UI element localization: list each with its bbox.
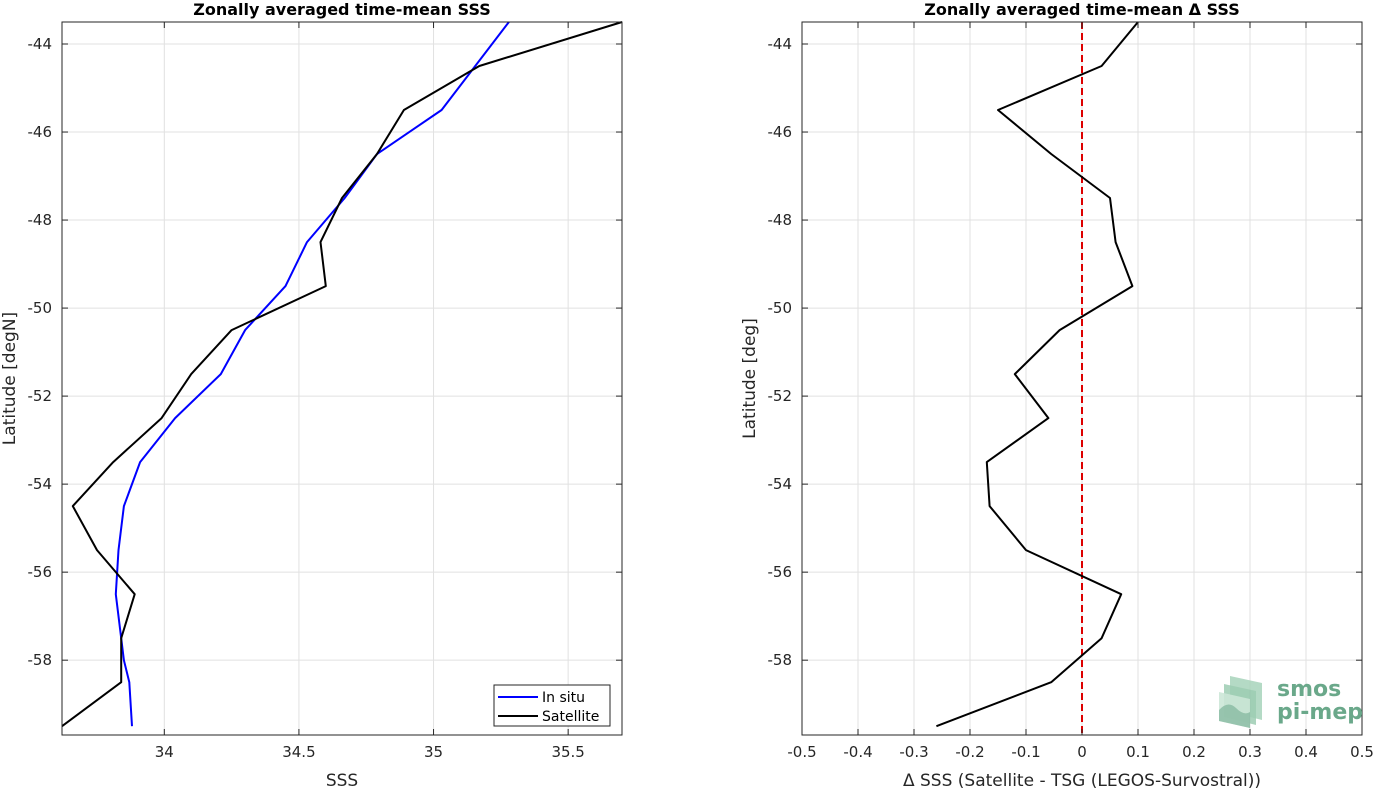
y-tick-label: -58 xyxy=(768,651,793,669)
left-chart-title: Zonally averaged time-mean SSS xyxy=(193,0,491,19)
right-x-ticks: -0.5 -0.4 -0.3 -0.2 -0.1 0 0.1 0.2 0.3 0.4 0.5 xyxy=(787,22,1374,761)
x-tick-label: -0.2 xyxy=(955,743,984,761)
right-chart-title: Zonally averaged time-mean Δ SSS xyxy=(924,0,1240,19)
x-tick-label: 0.5 xyxy=(1350,743,1374,761)
logo-text-pi-mep: pi-mep xyxy=(1277,700,1363,725)
legend-box xyxy=(493,684,611,727)
series-line-delta-sss xyxy=(936,21,1139,728)
left-x-axis-label: SSS xyxy=(326,771,358,790)
x-tick-label: -0.4 xyxy=(843,743,872,761)
y-tick-label: -56 xyxy=(28,563,53,581)
x-tick-label: 35.5 xyxy=(551,743,584,761)
left-grid xyxy=(62,22,622,735)
y-tick-label: -48 xyxy=(28,211,53,229)
legend-label-in-situ: In situ xyxy=(542,690,585,706)
right-panel-delta-sss: -0.5 -0.4 -0.3 -0.2 -0.1 0 0.1 0.2 0.3 0.4 0.5 -44… xyxy=(740,0,1374,790)
x-tick-label: 34 xyxy=(155,743,174,761)
y-tick-label: -54 xyxy=(28,475,53,493)
right-y-axis-label: Latitude [deg] xyxy=(740,318,760,439)
x-tick-label: 0.1 xyxy=(1126,743,1150,761)
right-y-ticks: -44 -46 -48 -50 -52 -54 -56 -58 xyxy=(768,35,1362,669)
y-tick-label: -54 xyxy=(768,475,793,493)
legend-label-satellite: Satellite xyxy=(542,709,599,725)
y-tick-label: -44 xyxy=(768,35,793,53)
left-panel-sss: 34 34.5 35 35.5 -44 -46 -48 -50 -52 -54 -56 -58 Zo… xyxy=(0,0,623,790)
x-tick-label: -0.1 xyxy=(1011,743,1040,761)
y-tick-label: -56 xyxy=(768,563,793,581)
x-tick-label: 0 xyxy=(1077,743,1087,761)
right-x-axis-label: Δ SSS (Satellite - TSG (LEGOS-Survostral… xyxy=(903,771,1261,790)
y-tick-label: -44 xyxy=(28,35,53,53)
left-axes-frame xyxy=(61,21,623,736)
y-tick-label: -46 xyxy=(28,123,53,141)
right-series xyxy=(936,21,1139,728)
y-tick-label: -46 xyxy=(768,123,793,141)
x-tick-label: -0.3 xyxy=(899,743,928,761)
x-tick-label: 0.4 xyxy=(1294,743,1318,761)
logo-text-smos: smos xyxy=(1277,677,1341,702)
series-line-satellite xyxy=(61,21,623,728)
y-tick-label: -48 xyxy=(768,211,793,229)
y-tick-label: -52 xyxy=(28,387,53,405)
x-tick-label: 0.2 xyxy=(1182,743,1206,761)
left-axes-background xyxy=(62,22,622,735)
y-tick-label: -52 xyxy=(768,387,793,405)
x-tick-label: 34.5 xyxy=(282,743,315,761)
y-tick-label: -50 xyxy=(28,299,53,317)
y-tick-label: -58 xyxy=(28,651,53,669)
left-x-ticks: 34 34.5 35 35.5 xyxy=(155,22,585,761)
logo-icon xyxy=(1219,676,1262,728)
smos-pi-mep-logo: smos pi-mep xyxy=(1219,676,1363,728)
x-tick-label: 35 xyxy=(424,743,443,761)
left-series xyxy=(61,21,623,728)
left-y-axis-label: Latitude [degN] xyxy=(0,312,20,445)
y-tick-label: -50 xyxy=(768,299,793,317)
left-y-ticks: -44 -46 -48 -50 -52 -54 -56 -58 xyxy=(28,35,622,669)
x-tick-label: -0.5 xyxy=(787,743,816,761)
x-tick-label: 0.3 xyxy=(1238,743,1262,761)
legend: In situ Satellite xyxy=(493,684,611,727)
